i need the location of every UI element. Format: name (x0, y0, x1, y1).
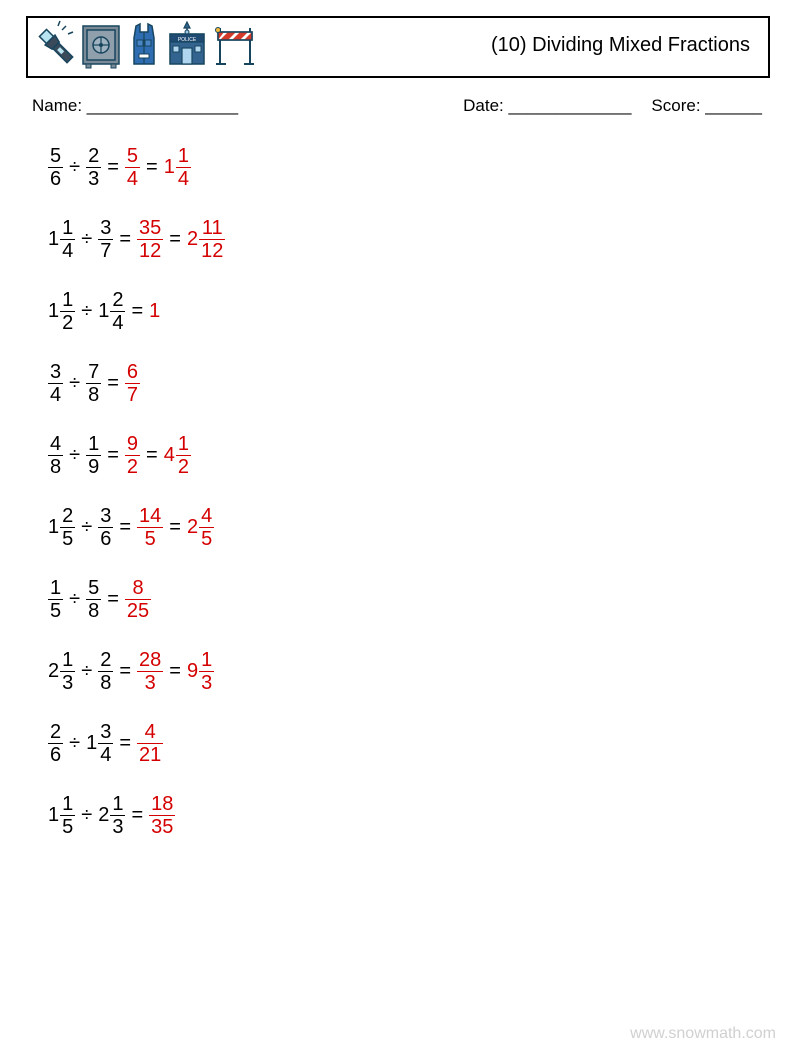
score-field: Score: ______ (651, 96, 762, 116)
problem-row: 34÷78=67 (48, 358, 225, 408)
header-frame: POLICE (10) Dividing Mixed Fractio (26, 16, 770, 78)
problem-row: 125÷36=145=245 (48, 502, 225, 552)
worksheet-title: (10) Dividing Mixed Fractions (491, 34, 750, 57)
header-icons: POLICE (34, 20, 258, 70)
watermark: www.snowmath.com (630, 1025, 776, 1043)
safe-icon (80, 20, 122, 70)
meta-row: Name: ________________ Date: ___________… (32, 96, 762, 116)
problems-list: 56÷23=54=114 114÷37=3512=21112 112÷124=1 34… (48, 142, 225, 862)
problem-row: 26÷134=421 (48, 718, 225, 768)
problem-row: 112÷124=1 (48, 286, 225, 336)
name-field: Name: ________________ (32, 96, 238, 116)
problem-row: 213÷28=283=913 (48, 646, 225, 696)
vest-icon (126, 20, 162, 70)
problem-row: 115÷213=1835 (48, 790, 225, 840)
svg-text:POLICE: POLICE (178, 37, 197, 43)
problem-row: 114÷37=3512=21112 (48, 214, 225, 264)
date-field: Date: _____________ (463, 96, 631, 116)
problem-row: 48÷19=92=412 (48, 430, 225, 480)
flashlight-icon (34, 20, 76, 70)
barrier-icon (212, 20, 258, 70)
police-station-icon: POLICE (166, 20, 208, 70)
problem-row: 56÷23=54=114 (48, 142, 225, 192)
problem-row: 15÷58=825 (48, 574, 225, 624)
